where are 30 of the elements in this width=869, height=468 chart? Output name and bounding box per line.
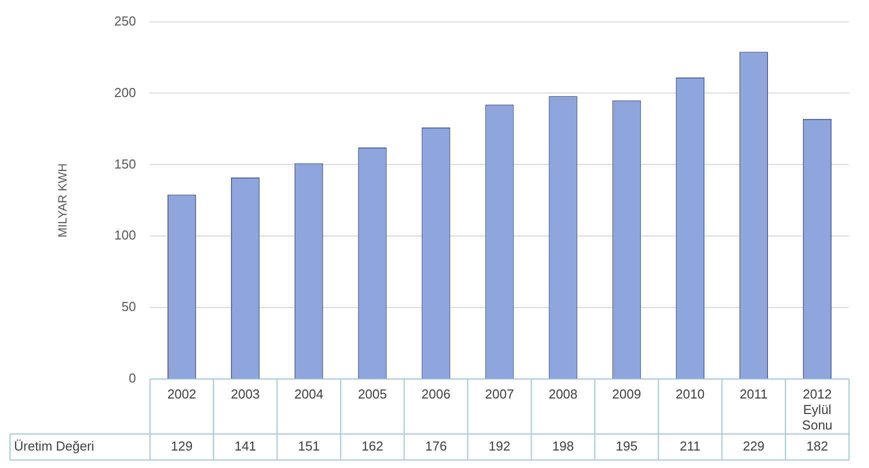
- x-tick-label: 2005: [358, 386, 387, 402]
- x-tick-label: 2003: [230, 386, 260, 402]
- y-tick-label: 200: [114, 84, 136, 100]
- data-label: 176: [425, 438, 447, 454]
- data-label: 162: [362, 438, 384, 454]
- y-tick-label: 100: [114, 228, 136, 243]
- x-tick-label: 2009: [612, 386, 642, 402]
- y-tick-label: 250: [114, 13, 136, 28]
- data-label: 129: [170, 438, 193, 454]
- data-label: 141: [234, 438, 256, 454]
- x-tick-label: 2006: [421, 386, 450, 402]
- text: Üretim Değeri: [14, 438, 94, 454]
- x-tick-label: 2011: [740, 386, 768, 402]
- y-tick-label: 50: [122, 299, 136, 314]
- x-tick-label: 2008: [548, 386, 578, 402]
- data-label: 195: [616, 438, 638, 454]
- y-tick-label: 0: [128, 370, 136, 386]
- x-tick-label: 2010: [676, 386, 705, 402]
- data-label: 211: [680, 438, 701, 454]
- data-label: 182: [806, 438, 828, 454]
- y-tick-label: 150: [114, 156, 136, 172]
- x-tick-label: 2012 Eylül Sonu: [802, 386, 832, 433]
- x-tick-label: 2002: [167, 386, 196, 402]
- data-label: 198: [552, 438, 574, 454]
- y-axis-title: MILYAR KWH: [56, 163, 70, 238]
- data-label: 192: [488, 438, 510, 454]
- data-label: 229: [742, 438, 765, 454]
- data-label: 151: [298, 438, 320, 454]
- x-tick-label: 2007: [485, 386, 514, 402]
- x-tick-label: 2004: [294, 386, 324, 402]
